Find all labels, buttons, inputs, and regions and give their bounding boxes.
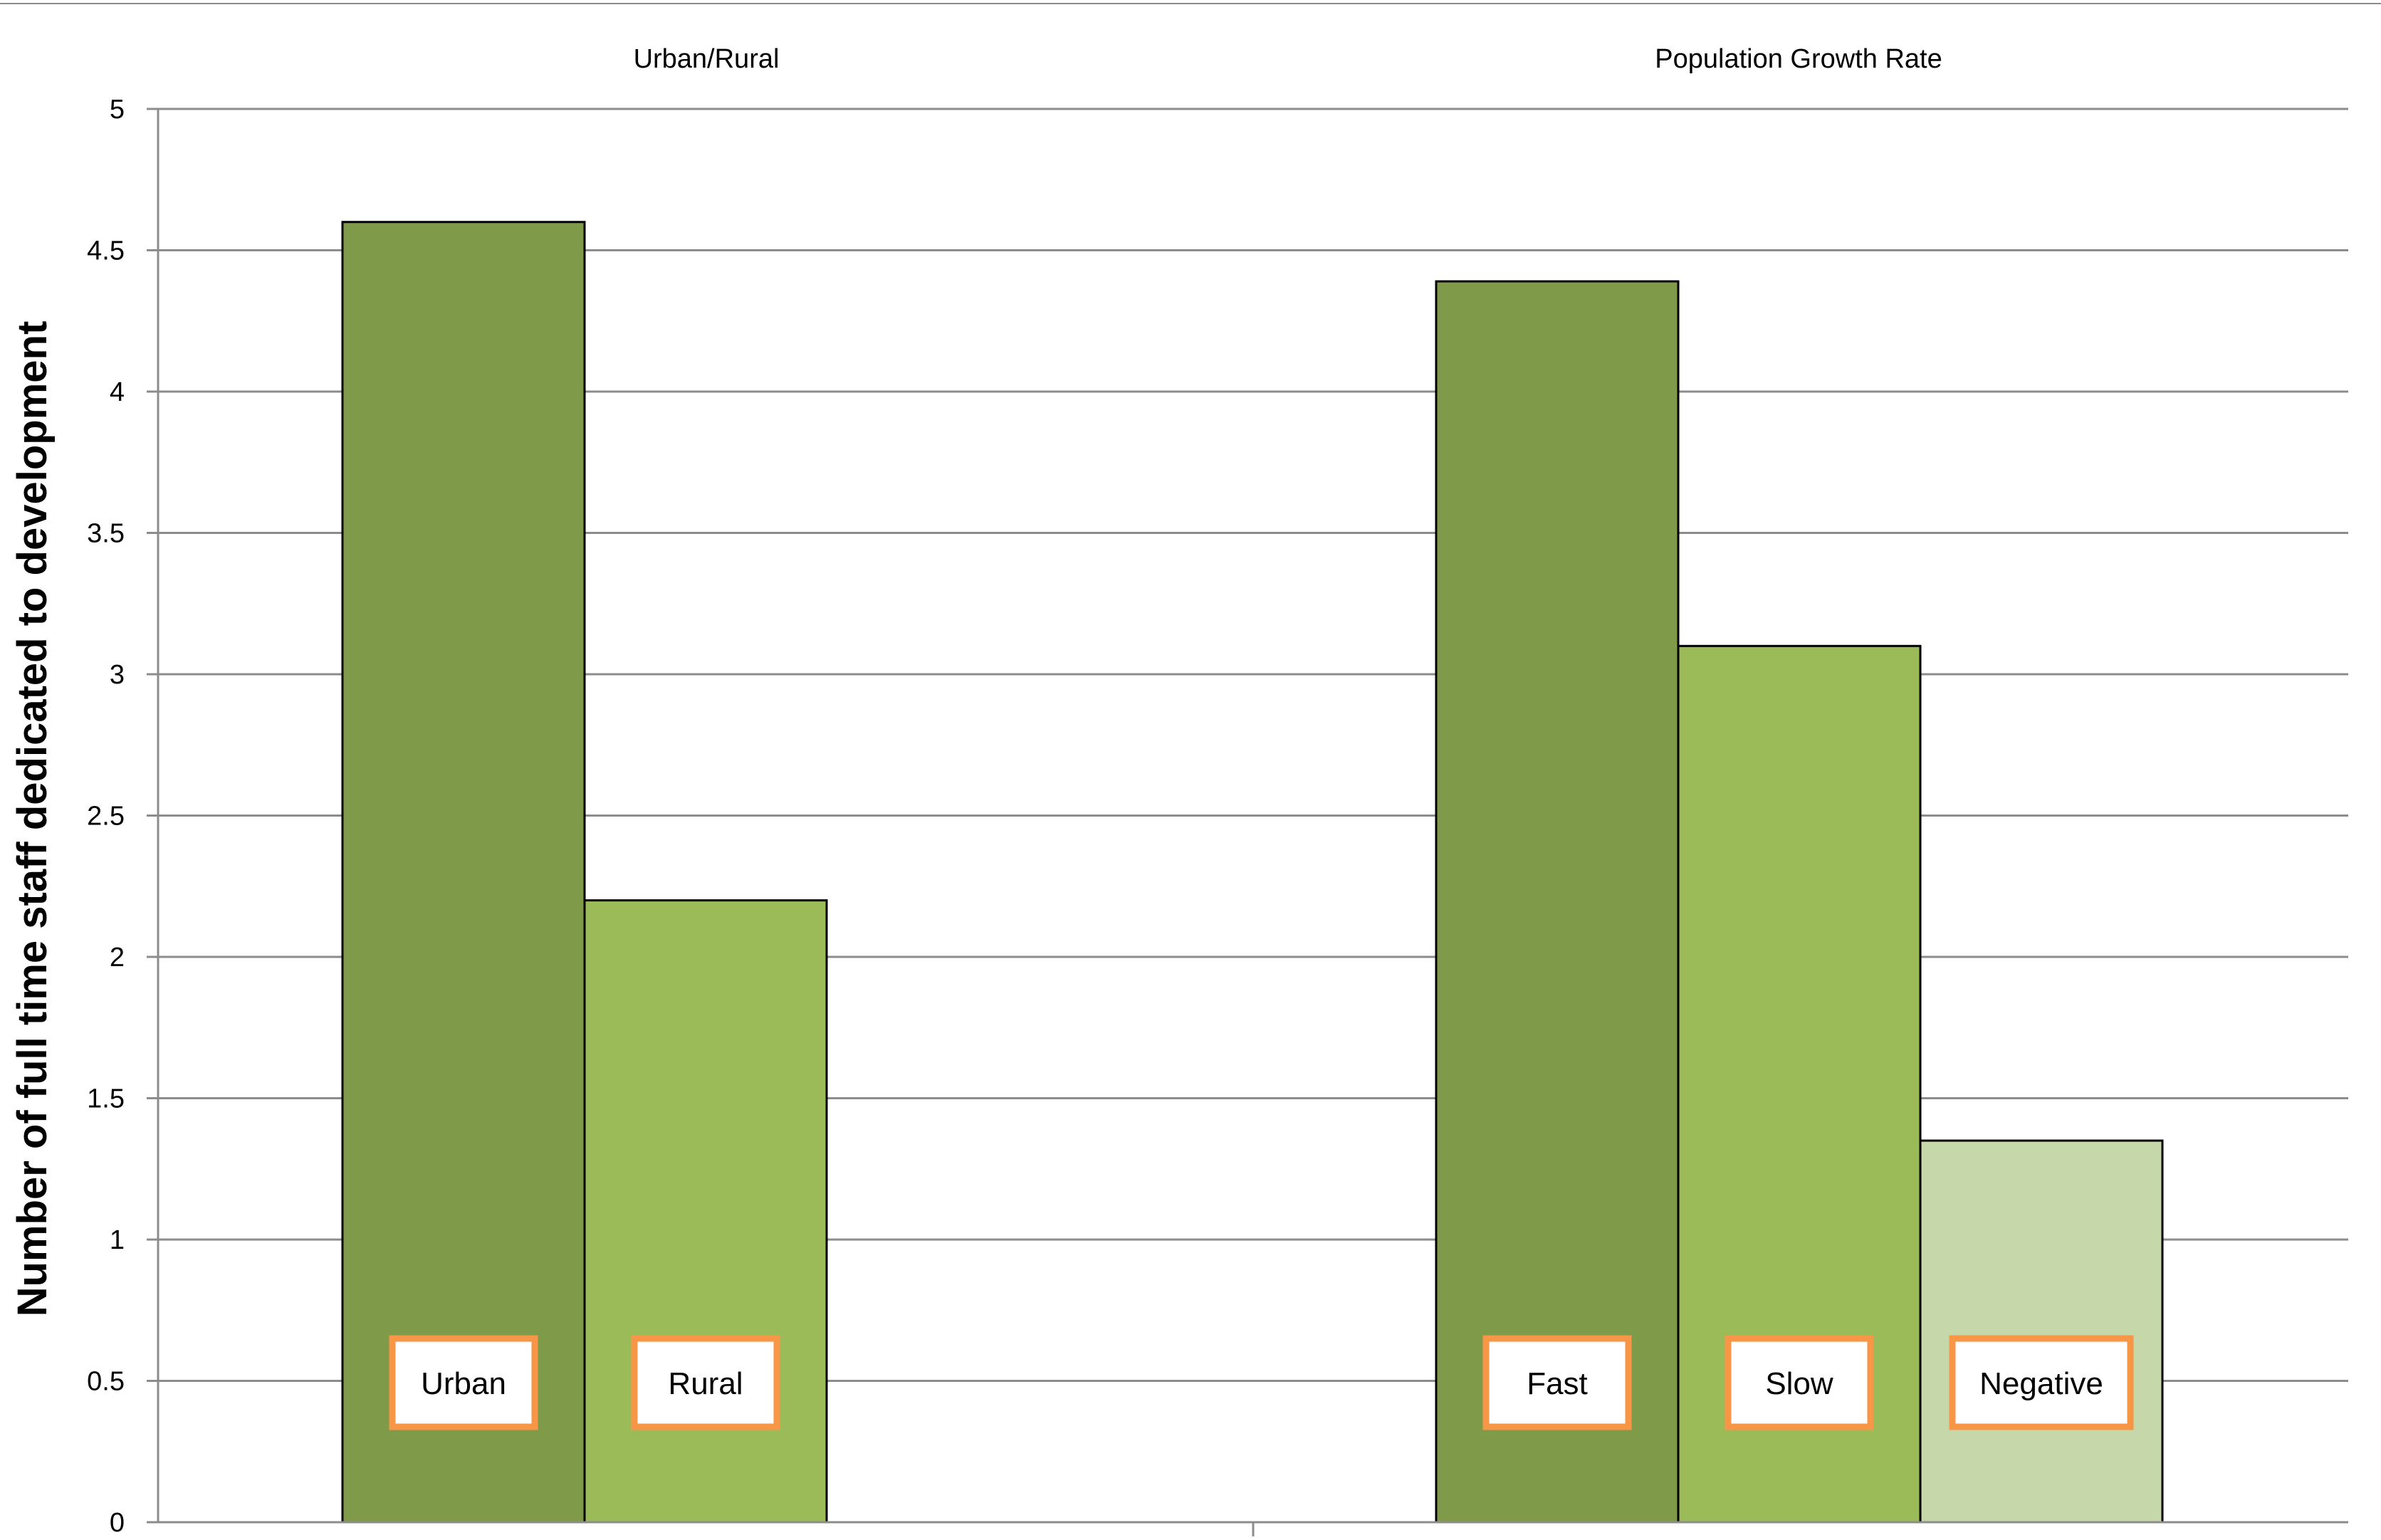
y-tick-label: 2 (110, 943, 125, 973)
y-tick-label: 3.5 (87, 519, 125, 549)
group-titles: Urban/Rural Population Growth Rate (634, 44, 1942, 74)
bar-label-fast: Fast (1527, 1366, 1588, 1401)
bar-label-rural: Rural (668, 1366, 743, 1401)
top-border (0, 3, 2381, 4)
y-tick-label: 2.5 (87, 802, 125, 832)
label-box-fast (1482, 1335, 1632, 1430)
y-tick-label: 3 (110, 660, 125, 690)
bar-category-labels: Urban Rural Fast Slow Negative (389, 1335, 2134, 1430)
y-tick-label: 1.5 (87, 1084, 125, 1114)
axes (157, 109, 2348, 1536)
bar-urban (341, 221, 586, 1524)
label-box-urban (389, 1335, 538, 1430)
y-tick-label: 0 (110, 1508, 125, 1538)
label-box-slow (1725, 1335, 1874, 1430)
bar-label-negative: Negative (1979, 1366, 2103, 1401)
group-title: Urban/Rural (634, 44, 780, 74)
y-axis-title: Number of full time staff dedicated to d… (9, 321, 56, 1317)
label-box-rural (631, 1335, 780, 1430)
bars (341, 221, 2164, 1524)
bar-fast (1435, 280, 1680, 1524)
group-title: Population Growth Rate (1655, 44, 1942, 74)
label-box-negative (1949, 1335, 2134, 1430)
y-tick-label: 5 (110, 95, 125, 125)
y-tick-label: 0.5 (87, 1367, 125, 1397)
bar-label-urban: Urban (421, 1366, 506, 1401)
bar-label-slow: Slow (1765, 1366, 1833, 1401)
y-axis-ticks: 0 0.5 1 1.5 2 2.5 3 3.5 4 4.5 5 (87, 95, 158, 1538)
y-tick-label: 4.5 (87, 236, 125, 266)
bar-negative (1919, 1139, 2164, 1524)
y-tick-label: 1 (110, 1225, 125, 1255)
y-tick-label: 4 (110, 377, 125, 407)
